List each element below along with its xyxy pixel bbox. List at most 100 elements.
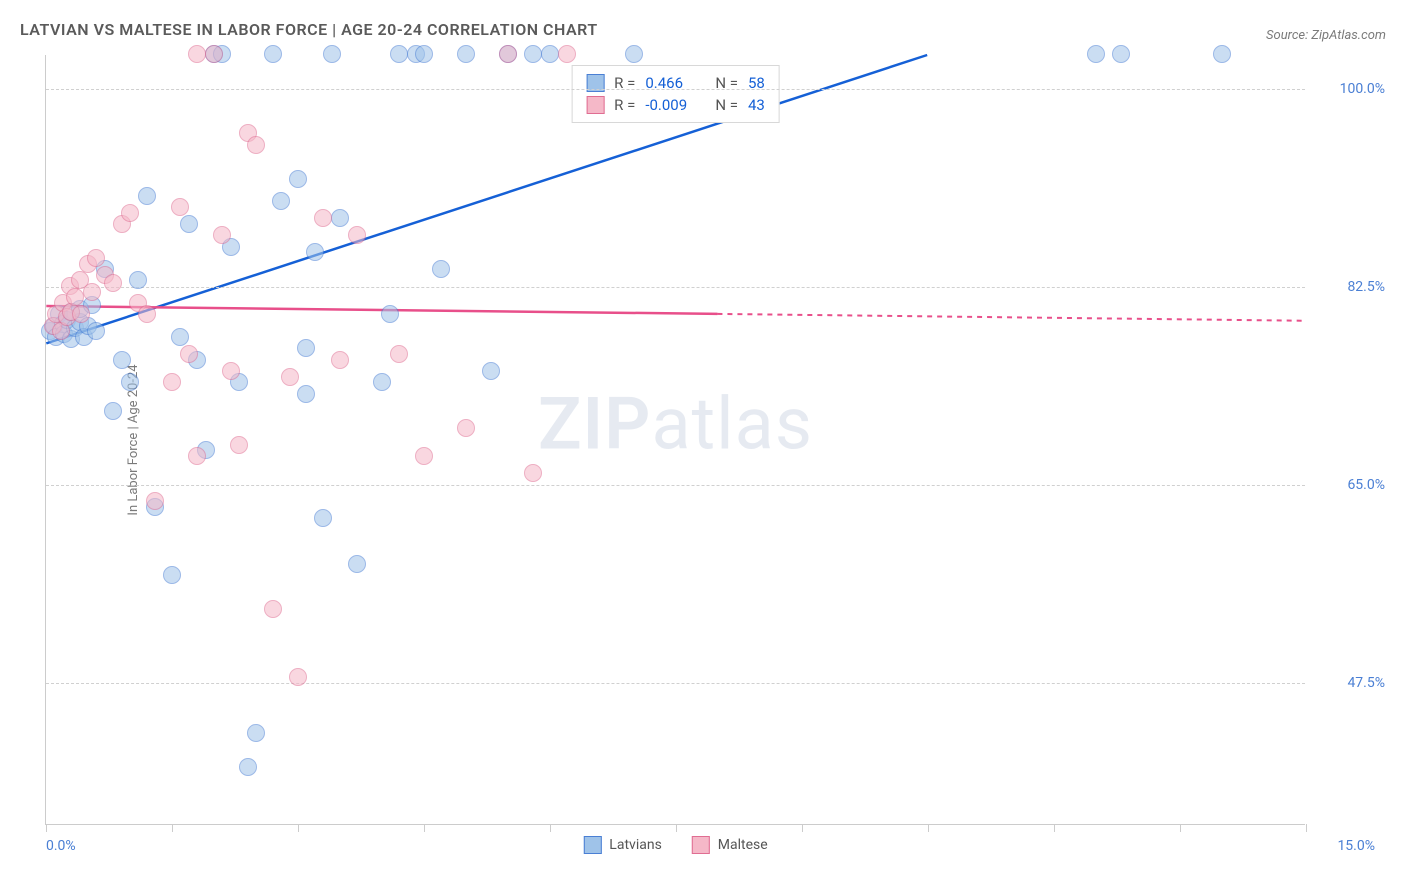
- x-tick: [1180, 824, 1181, 832]
- scatter-point: [1213, 45, 1231, 63]
- x-max-label: 15.0%: [1337, 838, 1375, 854]
- scatter-point: [66, 288, 84, 306]
- x-tick: [172, 824, 173, 832]
- scatter-point: [331, 209, 349, 227]
- stats-swatch-maltese: [586, 96, 604, 114]
- scatter-point: [499, 45, 517, 63]
- stats-row-maltese: R = -0.009 N = 43: [586, 94, 765, 116]
- scatter-point: [239, 758, 257, 776]
- bottom-legend: Latvians Maltese: [583, 836, 767, 854]
- y-tick-label: 47.5%: [1315, 675, 1385, 691]
- gridline-h: [46, 287, 1305, 288]
- y-tick-label: 100.0%: [1315, 81, 1385, 97]
- scatter-point: [264, 600, 282, 618]
- scatter-point: [146, 492, 164, 510]
- scatter-point: [188, 45, 206, 63]
- scatter-point: [289, 668, 307, 686]
- x-tick: [424, 824, 425, 832]
- legend-item-maltese: Maltese: [692, 836, 768, 854]
- scatter-point: [264, 45, 282, 63]
- scatter-point: [381, 305, 399, 323]
- scatter-point: [180, 215, 198, 233]
- chart-title: LATVIAN VS MALTESE IN LABOR FORCE | AGE …: [20, 20, 598, 39]
- gridline-h: [46, 683, 1305, 684]
- scatter-point: [171, 198, 189, 216]
- scatter-point: [205, 45, 223, 63]
- scatter-point: [297, 385, 315, 403]
- x-tick: [46, 824, 47, 832]
- scatter-point: [163, 566, 181, 584]
- scatter-point: [415, 45, 433, 63]
- scatter-point: [432, 260, 450, 278]
- scatter-point: [281, 368, 299, 386]
- gridline-h: [46, 485, 1305, 486]
- scatter-point: [1112, 45, 1130, 63]
- scatter-point: [390, 345, 408, 363]
- x-tick: [1054, 824, 1055, 832]
- scatter-point: [524, 45, 542, 63]
- x-tick: [928, 824, 929, 832]
- scatter-point: [331, 351, 349, 369]
- scatter-point: [104, 274, 122, 292]
- scatter-point: [72, 305, 90, 323]
- scatter-point: [180, 345, 198, 363]
- scatter-point: [289, 170, 307, 188]
- scatter-point: [87, 322, 105, 340]
- scatter-point: [222, 362, 240, 380]
- scatter-point: [625, 45, 643, 63]
- n-value-maltese: 43: [748, 96, 765, 114]
- scatter-point: [541, 45, 559, 63]
- y-tick-label: 82.5%: [1315, 279, 1385, 295]
- scatter-point: [121, 373, 139, 391]
- scatter-point: [306, 243, 324, 261]
- scatter-point: [1087, 45, 1105, 63]
- scatter-point: [138, 187, 156, 205]
- scatter-point: [121, 204, 139, 222]
- legend-swatch-latvians: [583, 836, 601, 854]
- n-label: N =: [715, 96, 738, 114]
- scatter-point: [163, 373, 181, 391]
- scatter-point: [113, 351, 131, 369]
- scatter-point: [213, 226, 231, 244]
- scatter-point: [230, 436, 248, 454]
- y-tick-label: 65.0%: [1315, 477, 1385, 493]
- legend-label-maltese: Maltese: [718, 837, 768, 853]
- stats-row-latvians: R = 0.466 N = 58: [586, 72, 765, 94]
- scatter-point: [457, 45, 475, 63]
- correlation-chart: LATVIAN VS MALTESE IN LABOR FORCE | AGE …: [0, 0, 1406, 892]
- scatter-point: [104, 402, 122, 420]
- scatter-point: [314, 509, 332, 527]
- scatter-point: [348, 555, 366, 573]
- scatter-point: [297, 339, 315, 357]
- scatter-point: [188, 447, 206, 465]
- r-label: R =: [614, 96, 635, 114]
- scatter-point: [482, 362, 500, 380]
- x-tick: [802, 824, 803, 832]
- x-tick: [298, 824, 299, 832]
- scatter-point: [83, 283, 101, 301]
- scatter-point: [87, 249, 105, 267]
- r-value-maltese: -0.009: [645, 96, 705, 114]
- x-tick: [676, 824, 677, 832]
- legend-swatch-maltese: [692, 836, 710, 854]
- plot-area: In Labor Force | Age 20-24 ZIPatlas R = …: [45, 55, 1305, 825]
- scatter-point: [457, 419, 475, 437]
- scatter-point: [390, 45, 408, 63]
- scatter-point: [373, 373, 391, 391]
- scatter-point: [171, 328, 189, 346]
- scatter-point: [415, 447, 433, 465]
- x-tick: [1306, 824, 1307, 832]
- source-label: Source: ZipAtlas.com: [1266, 28, 1386, 43]
- x-min-label: 0.0%: [46, 838, 76, 854]
- scatter-point: [323, 45, 341, 63]
- gridline-h: [46, 89, 1305, 90]
- scatter-point: [272, 192, 290, 210]
- stats-box: R = 0.466 N = 58 R = -0.009 N = 43: [571, 65, 780, 123]
- legend-label-latvians: Latvians: [609, 837, 662, 853]
- scatter-point: [129, 271, 147, 289]
- scatter-point: [138, 305, 156, 323]
- scatter-point: [247, 724, 265, 742]
- scatter-point: [524, 464, 542, 482]
- scatter-point: [558, 45, 576, 63]
- scatter-point: [314, 209, 332, 227]
